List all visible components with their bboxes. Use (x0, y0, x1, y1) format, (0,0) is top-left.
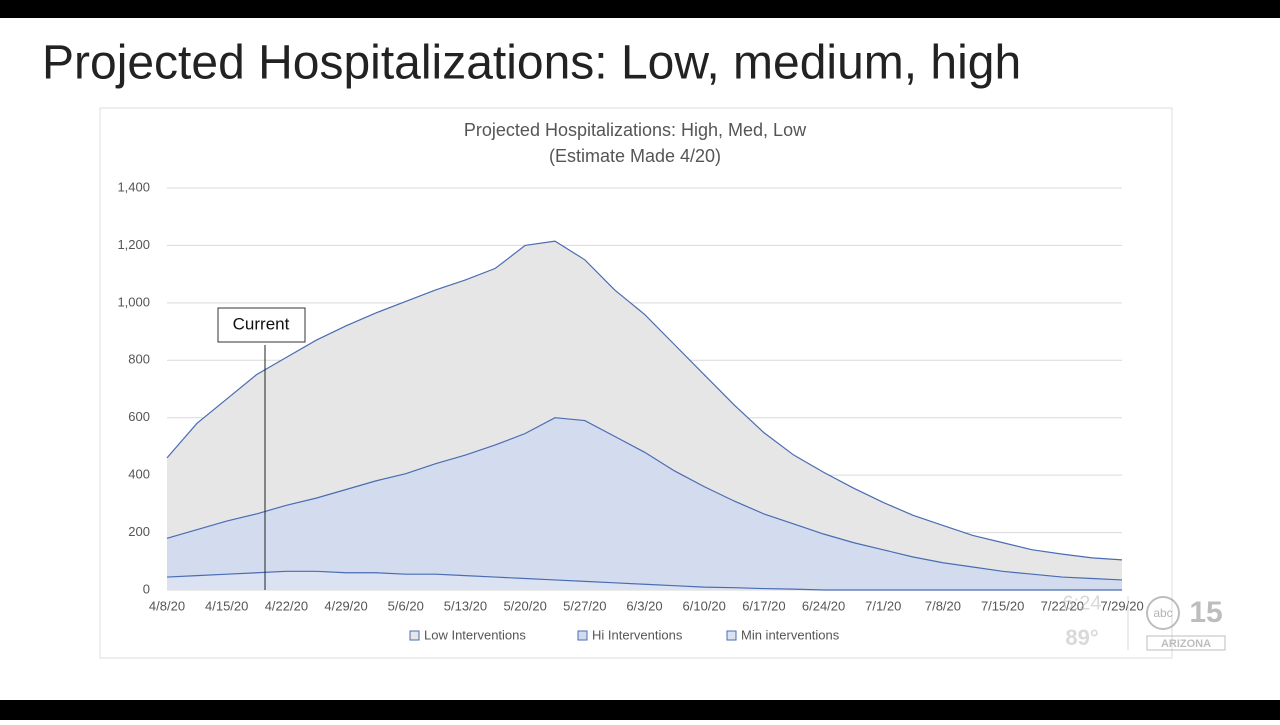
x-tick-label: 7/8/20 (925, 598, 961, 613)
x-tick-label: 6/24/20 (802, 598, 845, 613)
area-line (166, 240, 1123, 561)
overlay-time: 6:24 (1063, 592, 1102, 614)
y-tick-label: 0 (143, 581, 150, 596)
bottom-bar (0, 700, 1280, 720)
x-tick-label: 7/22/20 (1041, 598, 1084, 613)
legend-label: Hi Interventions (592, 627, 683, 642)
x-tick-label: 5/6/20 (388, 598, 424, 613)
annotation: Current (233, 314, 290, 333)
area-line (166, 417, 1123, 581)
overlay-network: abc (1153, 606, 1172, 620)
chart-title: Projected Hospitalizations: High, Med, L… (464, 120, 807, 140)
x-tick-label: 5/13/20 (444, 598, 487, 613)
overlay-station: ARIZONA (1161, 638, 1211, 650)
y-tick-label: 1,200 (117, 237, 150, 252)
overlay-temp: 89° (1065, 625, 1098, 650)
y-tick-label: 1,000 (117, 294, 150, 309)
y-tick-label: 400 (128, 467, 150, 482)
area (167, 417, 1122, 590)
y-tick-label: 200 (128, 524, 150, 539)
legend-label: Min interventions (741, 627, 840, 642)
x-tick-label: 4/29/20 (324, 598, 367, 613)
x-tick-label: 5/20/20 (503, 598, 546, 613)
x-tick-label: 4/22/20 (265, 598, 308, 613)
x-tick-label: 6/3/20 (626, 598, 662, 613)
x-tick-label: 7/1/20 (865, 598, 901, 613)
x-tick-label: 6/17/20 (742, 598, 785, 613)
y-tick-label: 600 (128, 409, 150, 424)
y-tick-label: 1,400 (117, 179, 150, 194)
area (167, 571, 1122, 590)
plot: 0 200 400 600 800 1,000 1,200 1,400 4/8/20 4/15/2… (117, 179, 1143, 642)
legend-swatch (577, 630, 588, 641)
legend-swatch (409, 630, 420, 641)
abc-logo (1146, 596, 1180, 630)
slide-title: Projected Hospitalizations: Low, medium,… (42, 37, 1021, 90)
x-tick-label: 7/29/20 (1100, 598, 1143, 613)
area-line (166, 570, 1122, 591)
overlay-channel: 15 (1189, 596, 1222, 629)
x-tick-label: 5/27/20 (563, 598, 606, 613)
x-tick-label: 4/8/20 (149, 598, 185, 613)
y-tick-label: 800 (128, 352, 150, 367)
annotation-box (217, 307, 306, 343)
broadcast-overlay: 6:24 89° abc 15 ARIZONA (1063, 592, 1226, 651)
top-bar (0, 0, 1280, 18)
x-tick-label: 4/15/20 (205, 598, 248, 613)
legend-swatch (726, 630, 737, 641)
x-tick-label: 6/10/20 (683, 598, 726, 613)
x-tick-label: 7/15/20 (981, 598, 1024, 613)
legend-label: Low Interventions (424, 627, 526, 642)
station-box (1146, 635, 1226, 651)
chart-subtitle: (Estimate Made 4/20) (549, 146, 721, 166)
